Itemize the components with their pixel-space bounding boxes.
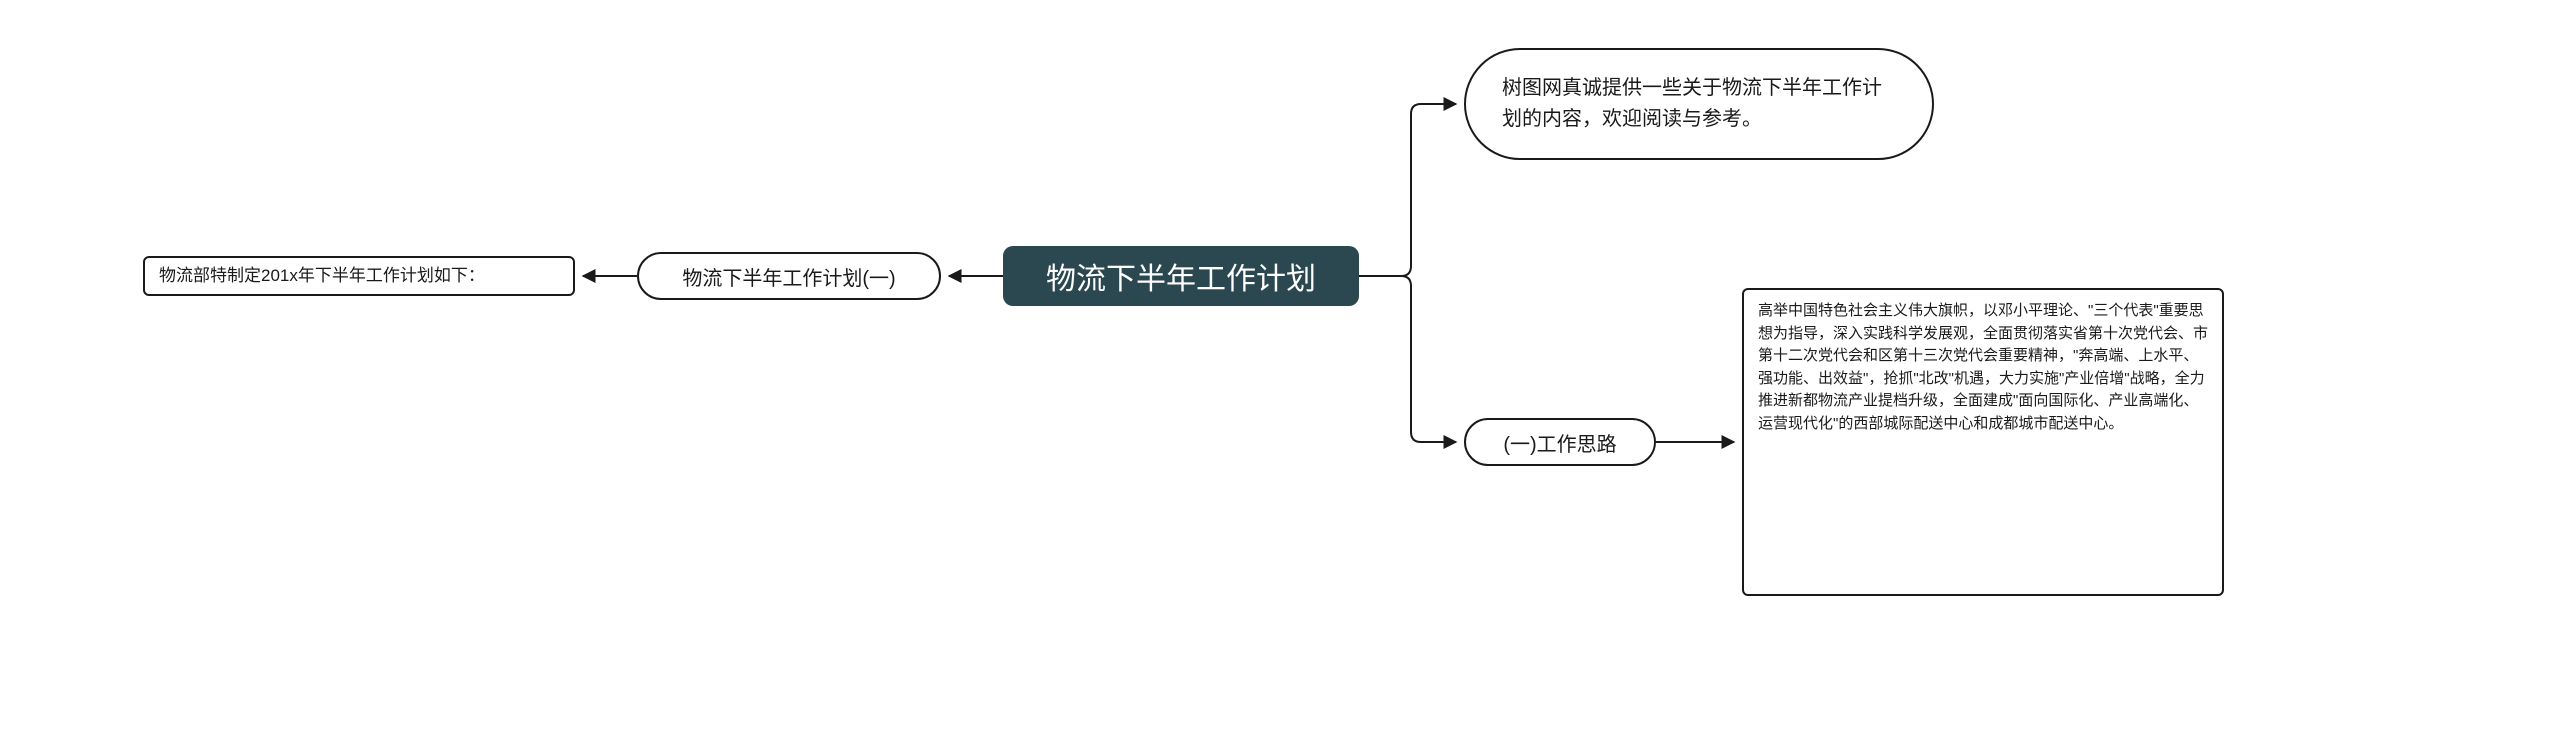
node-work-idea-label: (一)工作思路 xyxy=(1503,428,1616,457)
node-intro-label: 树图网真诚提供一些关于物流下半年工作计划的内容，欢迎阅读与参考。 xyxy=(1502,73,1896,135)
node-work-idea-detail-label: 高举中国特色社会主义伟大旗帜，以邓小平理论、"三个代表"重要思想为指导，深入实践… xyxy=(1758,300,2208,435)
node-plan-one[interactable]: 物流下半年工作计划(一) xyxy=(637,252,941,300)
edge-root-righttop xyxy=(1359,104,1456,276)
node-plan-detail-label: 物流部特制定201x年下半年工作计划如下： xyxy=(159,263,485,289)
root-label: 物流下半年工作计划 xyxy=(1046,254,1316,298)
node-work-idea[interactable]: (一)工作思路 xyxy=(1464,418,1656,466)
node-work-idea-detail[interactable]: 高举中国特色社会主义伟大旗帜，以邓小平理论、"三个代表"重要思想为指导，深入实践… xyxy=(1742,288,2224,596)
node-intro[interactable]: 树图网真诚提供一些关于物流下半年工作计划的内容，欢迎阅读与参考。 xyxy=(1464,48,1934,160)
node-plan-detail[interactable]: 物流部特制定201x年下半年工作计划如下： xyxy=(143,256,575,296)
node-plan-one-label: 物流下半年工作计划(一) xyxy=(682,262,895,291)
mindmap-root[interactable]: 物流下半年工作计划 xyxy=(1003,246,1359,306)
edge-root-rightmid xyxy=(1359,276,1456,442)
